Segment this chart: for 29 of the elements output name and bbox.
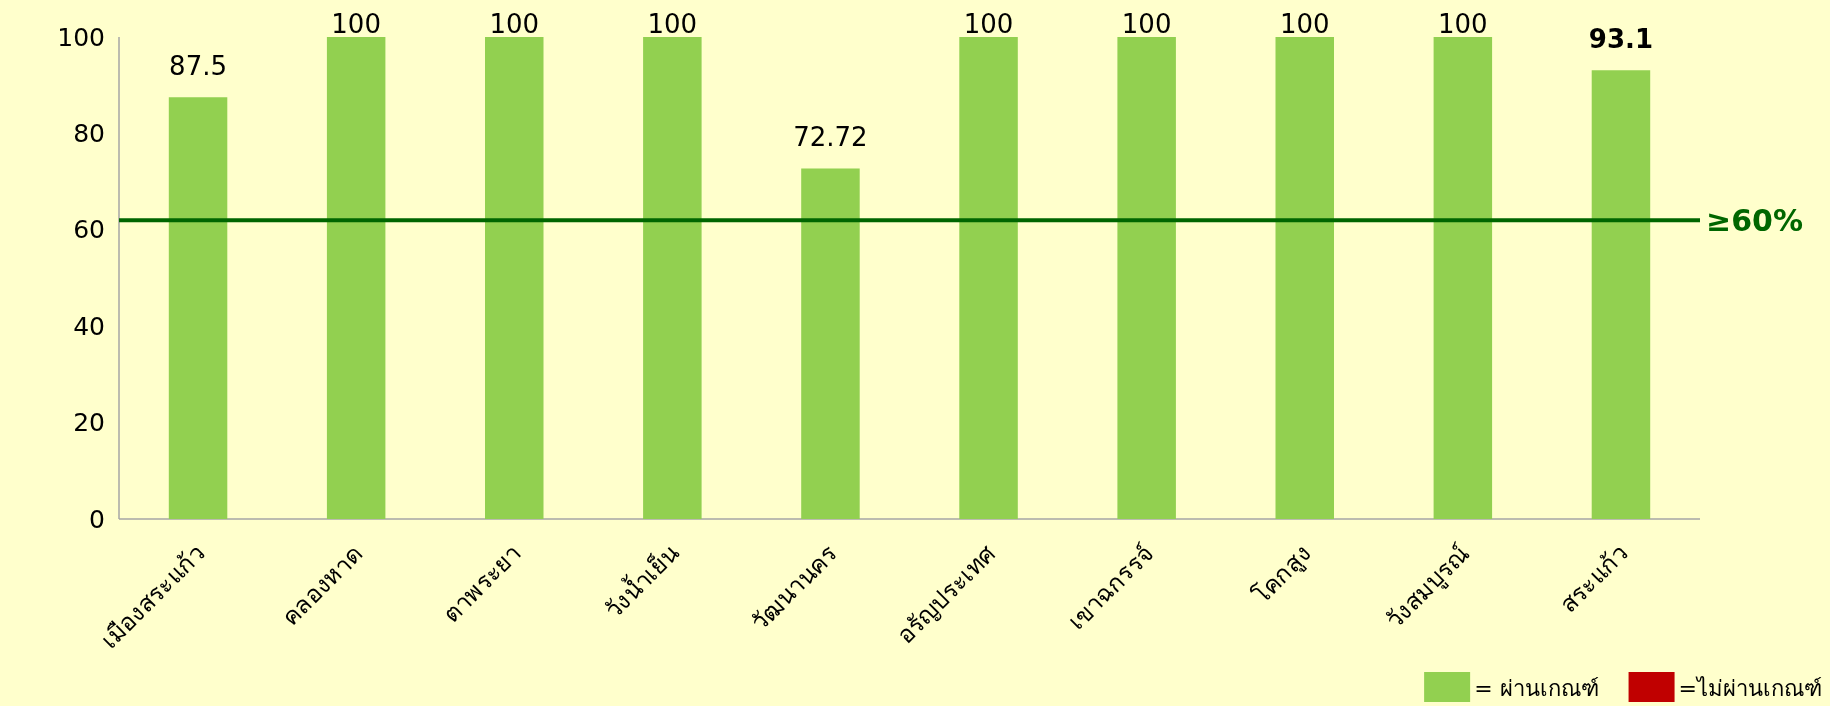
- data-label: 100: [963, 9, 1014, 39]
- bar: [801, 168, 860, 519]
- data-label: 100: [331, 9, 381, 39]
- data-label: 72.72: [793, 122, 868, 153]
- bar: [643, 37, 702, 519]
- data-label: 100: [489, 9, 540, 39]
- y-tick-label: 80: [73, 118, 105, 148]
- y-tick-label: 60: [73, 215, 105, 245]
- data-label: 100: [1279, 9, 1330, 39]
- y-tick-label: 100: [57, 22, 105, 52]
- bar: [326, 37, 386, 519]
- bar: [1591, 70, 1651, 519]
- bar: [1117, 37, 1176, 519]
- bar: [1275, 37, 1334, 519]
- data-label: 87.5: [169, 51, 227, 82]
- data-label: 93.1: [1588, 24, 1654, 55]
- y-tick-label: 0: [89, 504, 105, 534]
- bar: [1433, 37, 1493, 519]
- bar: [959, 37, 1018, 519]
- bar: [485, 37, 544, 519]
- y-tick-label: 40: [73, 311, 105, 341]
- legend-label: = ผ่านเกณฑ์: [1474, 675, 1599, 701]
- data-label: 100: [1121, 9, 1172, 39]
- y-tick-label: 20: [73, 408, 105, 438]
- data-label: 100: [1438, 9, 1488, 39]
- legend-label: =ไม่ผ่านเกณฑ์: [1678, 675, 1822, 701]
- ref-line-label: ≥60%: [1706, 202, 1803, 238]
- bar: [168, 97, 228, 519]
- data-label: 100: [647, 9, 698, 39]
